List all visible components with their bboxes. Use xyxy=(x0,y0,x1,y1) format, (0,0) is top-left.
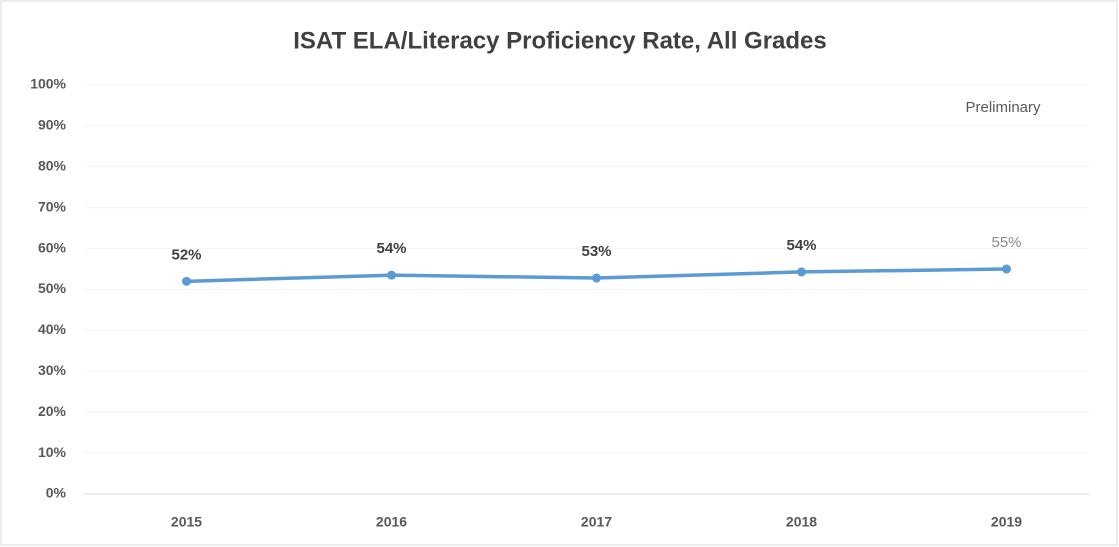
data-label: 53% xyxy=(581,243,611,260)
x-tick-label: 2018 xyxy=(786,514,817,530)
chart-title: ISAT ELA/Literacy Proficiency Rate, All … xyxy=(293,27,827,54)
data-label: 52% xyxy=(171,246,201,263)
y-tick-label: 60% xyxy=(38,239,67,255)
point xyxy=(592,273,601,283)
y-tick-label: 0% xyxy=(46,485,67,501)
y-tick-label: 10% xyxy=(38,444,67,460)
x-tick-label: 2019 xyxy=(991,514,1022,530)
y-tick-label: 40% xyxy=(38,321,67,337)
y-tick-label: 80% xyxy=(38,158,67,174)
data-label: 54% xyxy=(376,240,406,257)
point xyxy=(1002,264,1011,274)
x-tick-label: 2015 xyxy=(171,514,202,530)
x-tick-label: 2016 xyxy=(376,514,407,530)
y-tick-label: 50% xyxy=(38,280,67,296)
y-tick-label: 20% xyxy=(38,403,67,419)
y-tick-label: 100% xyxy=(30,76,66,92)
y-tick-label: 90% xyxy=(38,117,67,133)
data-label: 55% xyxy=(991,234,1021,251)
y-tick-label: 30% xyxy=(38,362,67,378)
point xyxy=(797,267,806,277)
y-tick-label: 70% xyxy=(38,198,67,214)
data-label: 54% xyxy=(786,237,816,254)
point xyxy=(182,276,191,286)
annotation: Preliminary xyxy=(965,99,1041,116)
x-tick-label: 2017 xyxy=(581,514,612,530)
point xyxy=(387,270,396,280)
